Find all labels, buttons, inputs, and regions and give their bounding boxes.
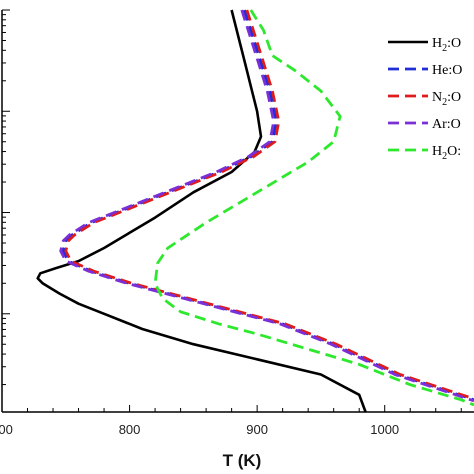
x-tick-label: 1000 — [370, 422, 399, 437]
series-line-3 — [59, 9, 474, 403]
series-line-0 — [36, 9, 367, 413]
x-tick-label: 700 — [0, 422, 13, 437]
legend-label-2: N2:O — [432, 90, 461, 108]
x-tick-label: 800 — [119, 422, 141, 437]
legend-label-0: H2:O — [432, 36, 461, 54]
series-layer — [36, 9, 474, 413]
series-line-4 — [153, 9, 474, 407]
axes-layer: 700 800 900 1000 — [0, 9, 474, 437]
legend-label-4: H2O: — [432, 144, 461, 162]
legend-label-1: He:O — [432, 63, 462, 78]
legend-label-3: Ar:O — [432, 117, 461, 132]
x-tick-label: 900 — [246, 422, 268, 437]
legend-layer: H2:O He:O N2:O Ar:O H2O: — [388, 36, 462, 162]
x-axis-title: T (K) — [223, 451, 262, 470]
